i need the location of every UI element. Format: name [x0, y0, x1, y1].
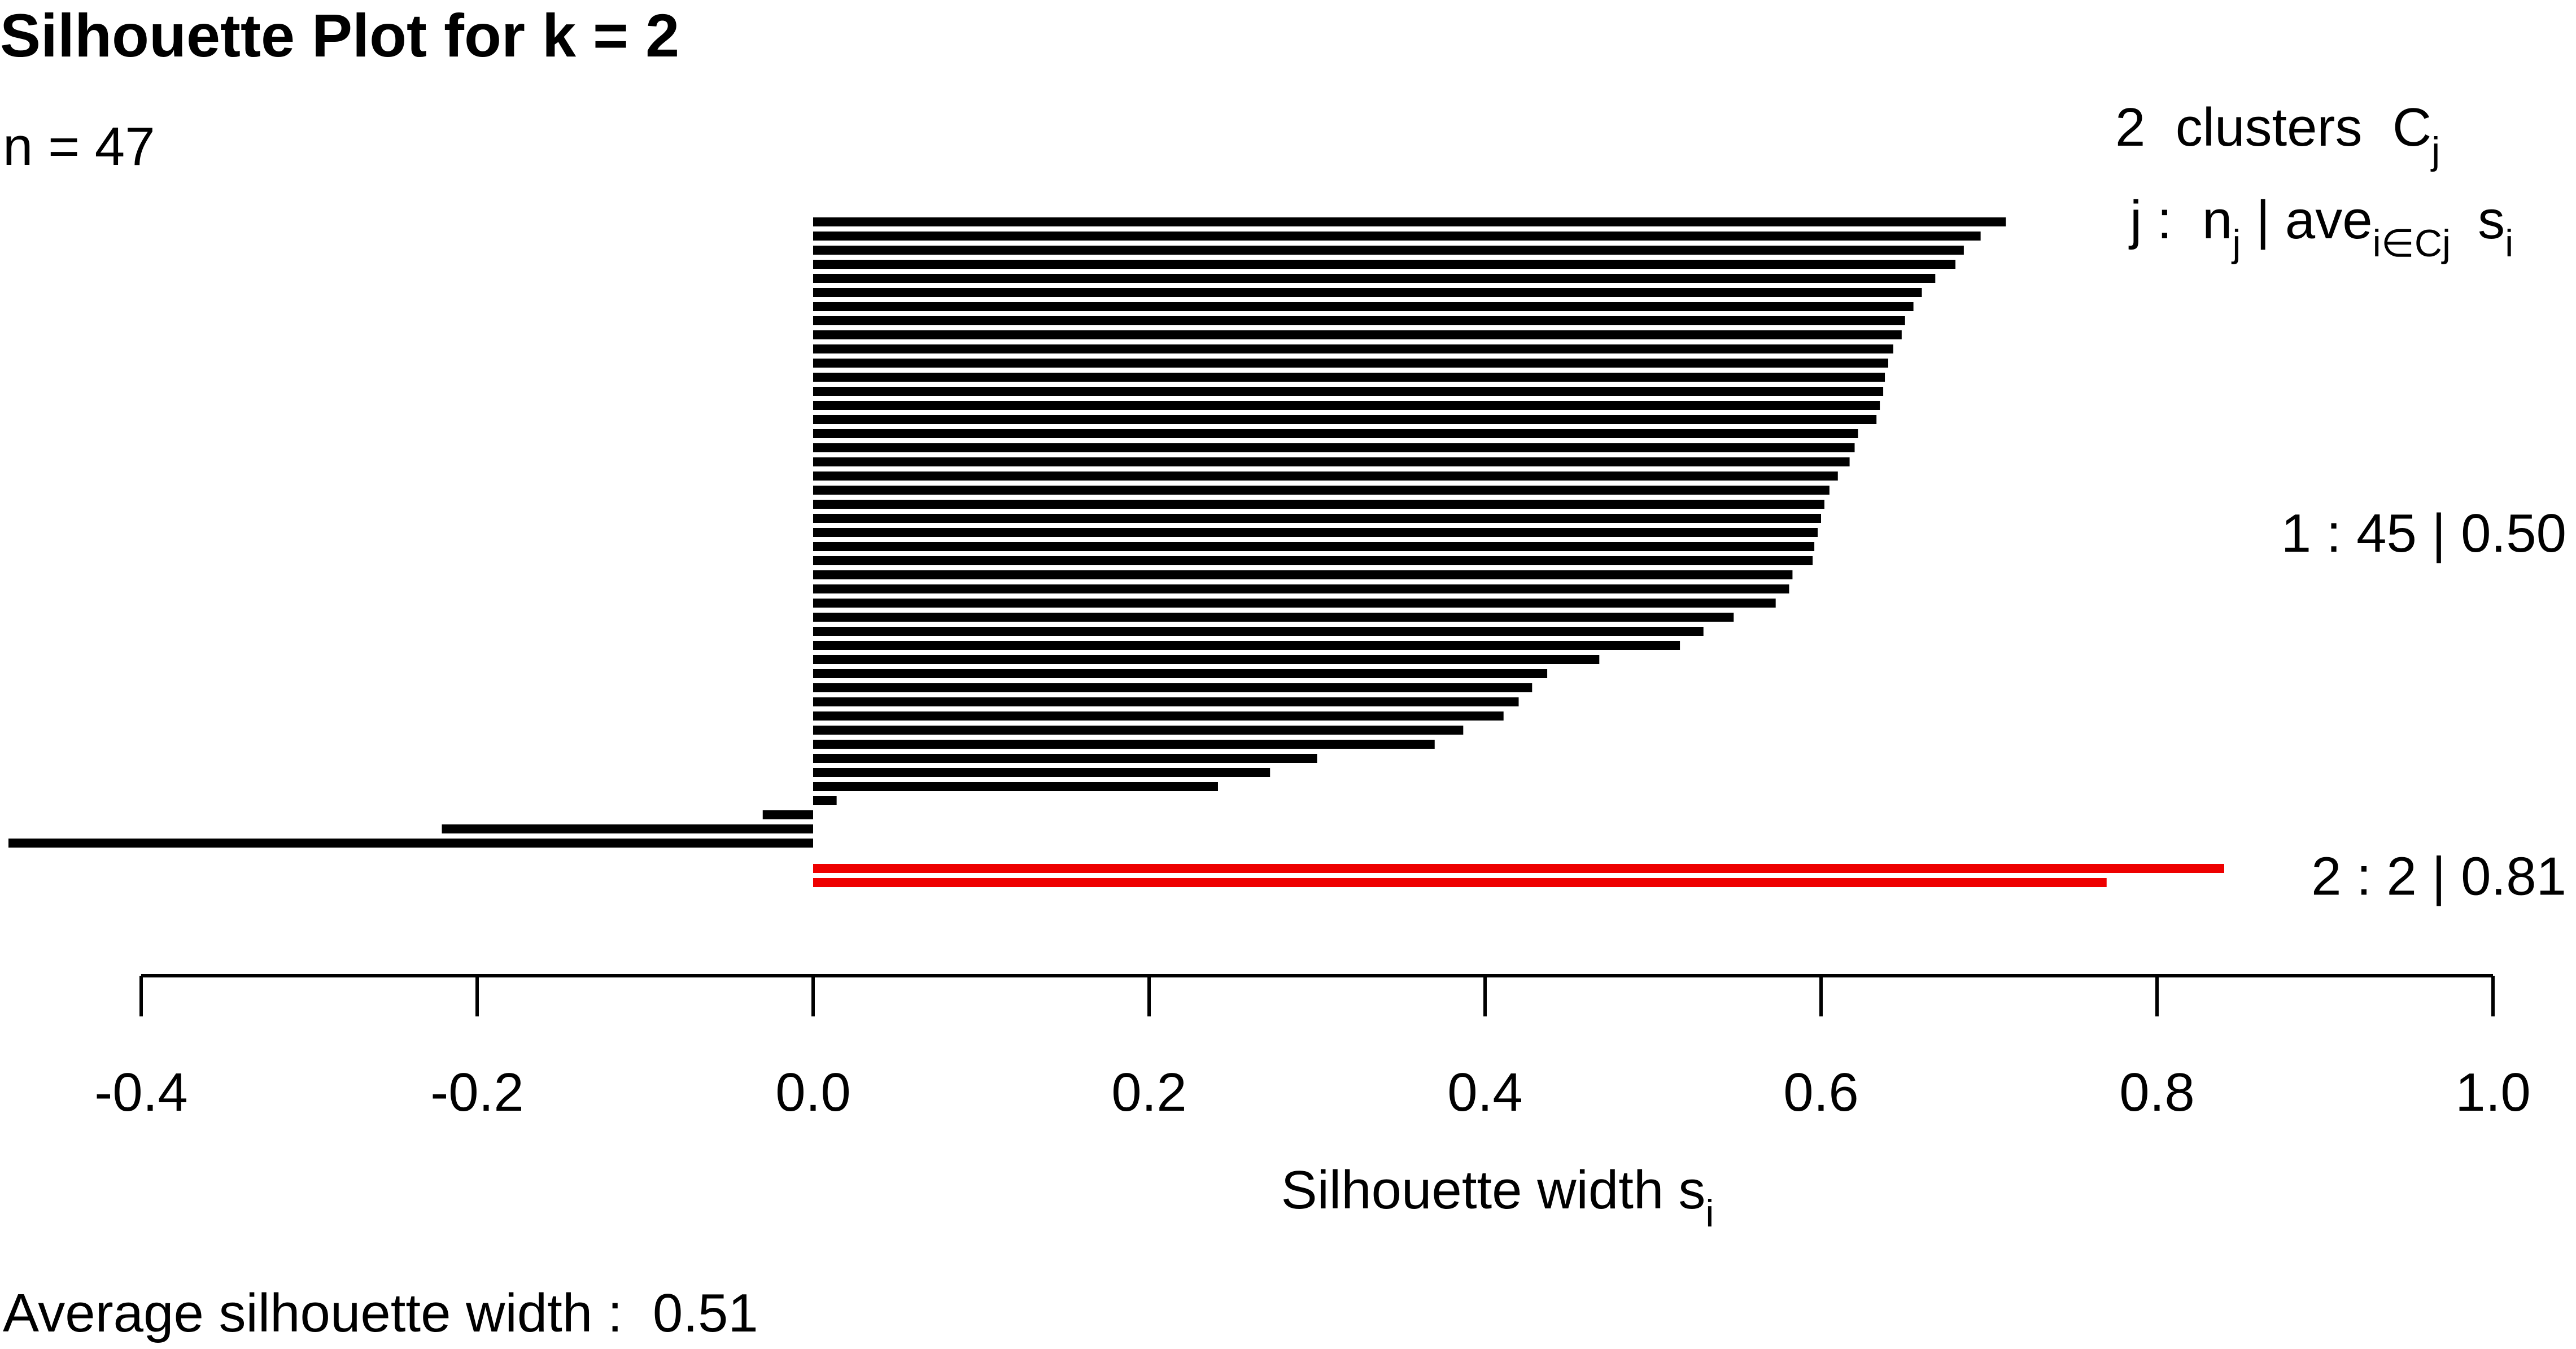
silhouette-bar	[813, 457, 1850, 466]
silhouette-bar	[813, 768, 1270, 777]
x-tick-label: -0.2	[430, 1062, 523, 1123]
legend-header-clusters: 2 clusters C	[2115, 97, 2431, 158]
legend-header-s-sub: i	[2505, 222, 2513, 265]
x-axis-label-sub: i	[1705, 1192, 1714, 1235]
silhouette-bar	[813, 864, 2224, 873]
silhouette-bar	[813, 613, 1734, 622]
silhouette-bar	[813, 387, 1884, 396]
x-tick-label: -0.4	[94, 1062, 187, 1123]
silhouette-bar	[813, 415, 1877, 424]
silhouette-bar	[813, 697, 1519, 706]
silhouette-bar	[813, 878, 2107, 887]
cluster-label: 1 : 45 | 0.50	[2281, 503, 2566, 564]
legend-header-j: j : n	[2128, 190, 2232, 250]
silhouette-bar	[813, 260, 1955, 269]
silhouette-bar	[813, 429, 1858, 438]
legend-header-ave: | ave	[2241, 190, 2373, 250]
n-label: n = 47	[3, 116, 155, 177]
legend-header-clusters-sub: j	[2430, 129, 2440, 172]
silhouette-bar	[813, 627, 1704, 636]
silhouette-bar	[813, 542, 1815, 551]
silhouette-bar	[813, 796, 837, 805]
chart-title: Silhouette Plot for k = 2	[0, 1, 679, 69]
silhouette-bar	[813, 500, 1824, 509]
silhouette-bar	[813, 584, 1789, 593]
x-tick-label: 0.8	[2119, 1062, 2194, 1123]
silhouette-bar	[813, 217, 2006, 226]
silhouette-bar	[813, 570, 1793, 579]
legend-header-line2: j : nj | avei∈Cj si	[2128, 190, 2513, 265]
bars-group	[8, 217, 2224, 887]
silhouette-bar	[813, 782, 1218, 791]
silhouette-bar	[813, 246, 1964, 255]
silhouette-bar	[813, 514, 1821, 523]
silhouette-bar	[813, 599, 1776, 608]
legend-header-j-sub: j	[2231, 222, 2241, 265]
x-axis-label-letter: s	[1678, 1160, 1705, 1220]
x-axis-label: Silhouette width si	[1281, 1160, 1714, 1235]
x-tick-label: 0.0	[775, 1062, 850, 1123]
silhouette-bar	[813, 288, 1922, 297]
silhouette-bar	[813, 486, 1830, 495]
legend-header-ave-sub: i∈Cj	[2373, 222, 2451, 265]
silhouette-bar	[813, 302, 1914, 311]
silhouette-bar	[813, 740, 1435, 749]
silhouette-bar	[813, 373, 1885, 382]
silhouette-bar	[813, 711, 1504, 721]
silhouette-bar	[762, 810, 813, 819]
silhouette-bar	[813, 655, 1600, 664]
cluster-labels-group: 1 : 45 | 0.50 2 : 2 | 0.81	[2281, 503, 2566, 907]
cluster-label: 2 : 2 | 0.81	[2311, 846, 2566, 907]
x-tick-label: 0.4	[1447, 1062, 1522, 1123]
silhouette-bar	[813, 669, 1548, 678]
silhouette-bar	[813, 401, 1880, 410]
silhouette-bar	[813, 683, 1532, 692]
silhouette-bar	[813, 330, 1902, 339]
silhouette-bar	[813, 443, 1855, 452]
silhouette-bar	[813, 359, 1888, 368]
silhouette-bar	[813, 754, 1317, 763]
average-silhouette-footer: Average silhouette width : 0.51	[3, 1283, 758, 1343]
silhouette-bar	[813, 726, 1464, 735]
x-axis-ticks: -0.4 -0.2 0.0 0.2 0.4 0.6 0.8 1.0	[94, 976, 2531, 1123]
silhouette-bar	[813, 472, 1838, 481]
silhouette-bar	[813, 641, 1680, 650]
silhouette-bar	[813, 232, 1981, 241]
silhouette-bar	[813, 344, 1893, 353]
silhouette-bar	[813, 316, 1905, 325]
silhouette-bar	[442, 824, 813, 833]
x-tick-label: 1.0	[2455, 1062, 2530, 1123]
x-tick-label: 0.6	[1783, 1062, 1858, 1123]
legend-header-s: s	[2478, 190, 2505, 250]
legend-header-line1: 2 clusters Cj	[2115, 97, 2440, 172]
silhouette-bar	[813, 528, 1818, 537]
x-axis-label-text: Silhouette width	[1281, 1160, 1664, 1220]
silhouette-bar	[813, 274, 1936, 283]
silhouette-bar	[813, 556, 1813, 565]
x-tick-label: 0.2	[1111, 1062, 1186, 1123]
silhouette-bar	[8, 839, 814, 848]
